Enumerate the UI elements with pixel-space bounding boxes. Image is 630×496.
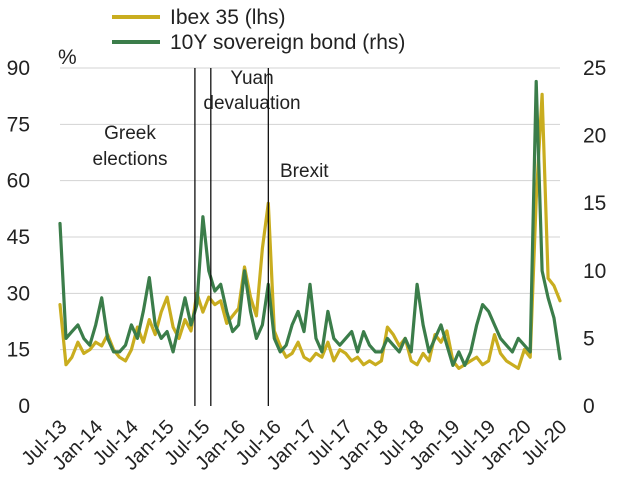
event-label: Brexit — [280, 161, 329, 182]
y-right-tick-label: 20 — [583, 125, 606, 148]
y-left-tick-label: 0 — [18, 395, 30, 418]
series-layer — [58, 79, 562, 370]
event-label: Greek — [104, 123, 156, 144]
y-left-tick-label: 30 — [7, 282, 30, 305]
y-right-tick-label: 0 — [583, 395, 595, 418]
event-label: elections — [93, 149, 168, 170]
event-markers: Greek elections Yuan devaluation Brexit — [93, 68, 329, 406]
gridlines — [60, 67, 560, 351]
y-right-tick-label: 25 — [583, 57, 606, 80]
legend: Ibex 35 (lhs)10Y sovereign bond (rhs) — [112, 6, 405, 54]
y-right-tick-label: 10 — [583, 260, 606, 283]
y-left-tick-label: 90 — [7, 57, 30, 80]
event-label: Yuan — [230, 68, 273, 89]
y-right-tick-label: 15 — [583, 192, 606, 215]
series-line-ibex — [58, 92, 562, 370]
legend-label: Ibex 35 (lhs) — [170, 6, 286, 29]
y-right-tick-label: 5 — [583, 327, 595, 350]
y-left-tick-label: 75 — [7, 113, 30, 136]
event-label: devaluation — [203, 93, 300, 114]
legend-label: 10Y sovereign bond (rhs) — [170, 31, 405, 54]
series-line-bond — [58, 79, 562, 367]
y-left-tick-label: 60 — [7, 170, 30, 193]
y-left-tick-label: 45 — [7, 226, 30, 249]
y-left-tick-label: 15 — [7, 339, 30, 362]
y-unit-label: % — [58, 46, 77, 69]
axes: % 01530456075900510152025Jul-13Jan-14Jul… — [7, 46, 607, 475]
